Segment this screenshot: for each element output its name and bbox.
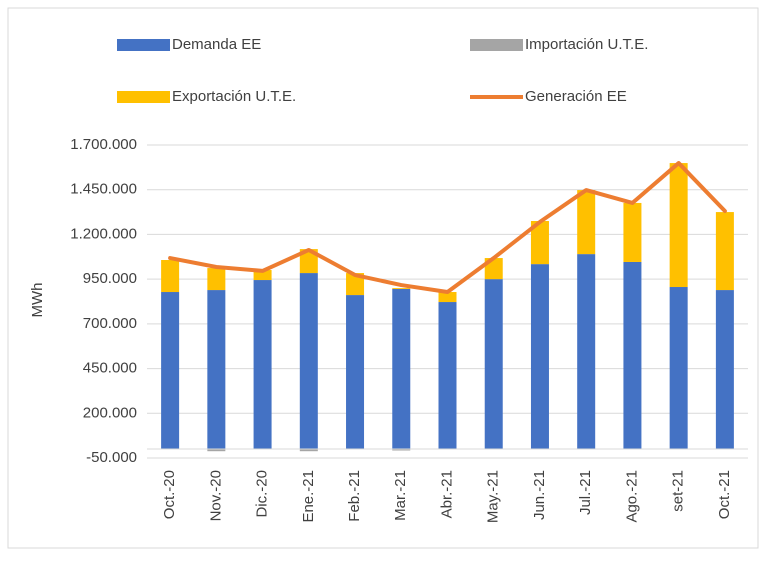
y-tick-label: 1.450.000 [70,181,137,198]
bar [253,280,272,450]
bar [623,261,642,450]
x-tick-label: May.-21 [485,470,502,523]
x-tick-label: Mar.-21 [392,470,409,521]
bar [438,302,457,450]
bar [669,287,688,450]
bar [161,292,180,450]
legend-label: Generación EE [525,88,627,105]
bar [577,190,596,255]
bar [530,264,549,450]
x-tick-label: Abr.-21 [438,470,455,518]
x-tick-label: Feb.-21 [346,470,363,522]
x-tick-label: Oct.-20 [161,470,178,519]
y-axis-label: MWh [29,283,46,318]
bar [484,279,503,450]
bar [299,449,318,452]
x-tick-label: Ago.-21 [623,470,640,523]
x-tick-label: Jul.-21 [577,470,594,515]
x-tick-label: Oct.-21 [716,470,733,519]
legend-swatch [117,91,170,103]
x-tick-label: Dic.-20 [254,470,271,518]
bar [207,449,226,452]
y-tick-label: 950.000 [83,270,137,287]
y-tick-label: -50.000 [86,449,137,466]
x-tick-label: Ene.-21 [300,470,317,523]
y-tick-label: 450.000 [83,360,137,377]
y-tick-label: 200.000 [83,404,137,421]
legend-label: Demanda EE [172,36,261,53]
bar [715,290,734,450]
legend-label: Exportación U.T.E. [172,88,296,105]
x-tick-label: set-21 [670,470,687,512]
bar [623,202,642,262]
bar [392,288,411,450]
bar [346,295,365,450]
y-tick-label: 1.200.000 [70,225,137,242]
bar [530,221,549,265]
bar [299,273,318,450]
x-tick-label: Jun.-21 [531,470,548,520]
legend-label: Importación U.T.E. [525,36,648,53]
bar [161,260,180,293]
bar [669,163,688,288]
line [168,161,727,295]
bar [299,249,318,274]
bar [577,254,596,450]
bar [207,268,226,291]
bar [715,212,734,291]
y-tick-label: 1.700.000 [70,136,137,153]
bar [392,288,411,289]
bar [392,449,411,451]
bar [207,290,226,450]
bar [253,270,272,281]
bar [438,292,457,303]
legend-swatch [470,39,523,51]
y-tick-label: 700.000 [83,315,137,332]
legend-swatch [117,39,170,51]
x-tick-label: Nov.-20 [207,470,224,521]
bar [346,273,365,296]
